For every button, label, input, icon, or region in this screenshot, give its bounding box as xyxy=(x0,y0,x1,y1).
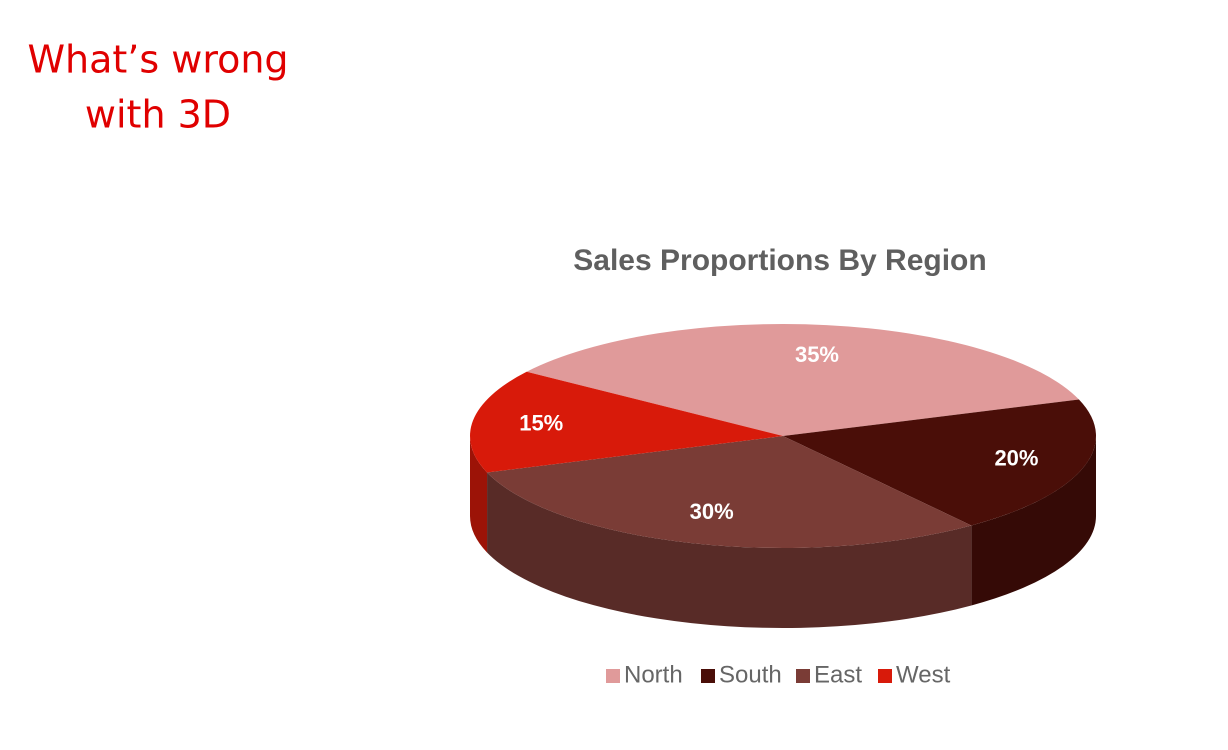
legend-swatch xyxy=(701,669,715,683)
legend-label: North xyxy=(624,661,683,688)
slice-top xyxy=(526,324,1079,436)
data-label: 15% xyxy=(519,411,563,436)
legend-label: South xyxy=(719,661,782,688)
legend-swatch xyxy=(606,669,620,683)
slice xyxy=(783,399,1096,606)
slide-heading: What’s wrong xyxy=(27,38,288,82)
data-label: 30% xyxy=(690,499,734,524)
slice-side xyxy=(470,436,488,553)
legend-swatch xyxy=(878,669,892,683)
data-label: 35% xyxy=(795,342,839,367)
slice xyxy=(470,371,783,553)
chart-title: Sales Proportions By Region xyxy=(573,244,986,277)
slide-heading: with 3D xyxy=(85,93,231,137)
legend-label: East xyxy=(814,661,862,688)
slice-top xyxy=(487,436,972,548)
data-label: 20% xyxy=(994,445,1038,470)
legend-swatch xyxy=(796,669,810,683)
slice-side xyxy=(971,436,1096,606)
slice-top xyxy=(470,371,783,473)
slice-top xyxy=(783,399,1096,526)
slice xyxy=(487,436,972,628)
slice xyxy=(526,324,1079,436)
slice-side xyxy=(487,472,972,628)
legend-label: West xyxy=(896,661,951,688)
